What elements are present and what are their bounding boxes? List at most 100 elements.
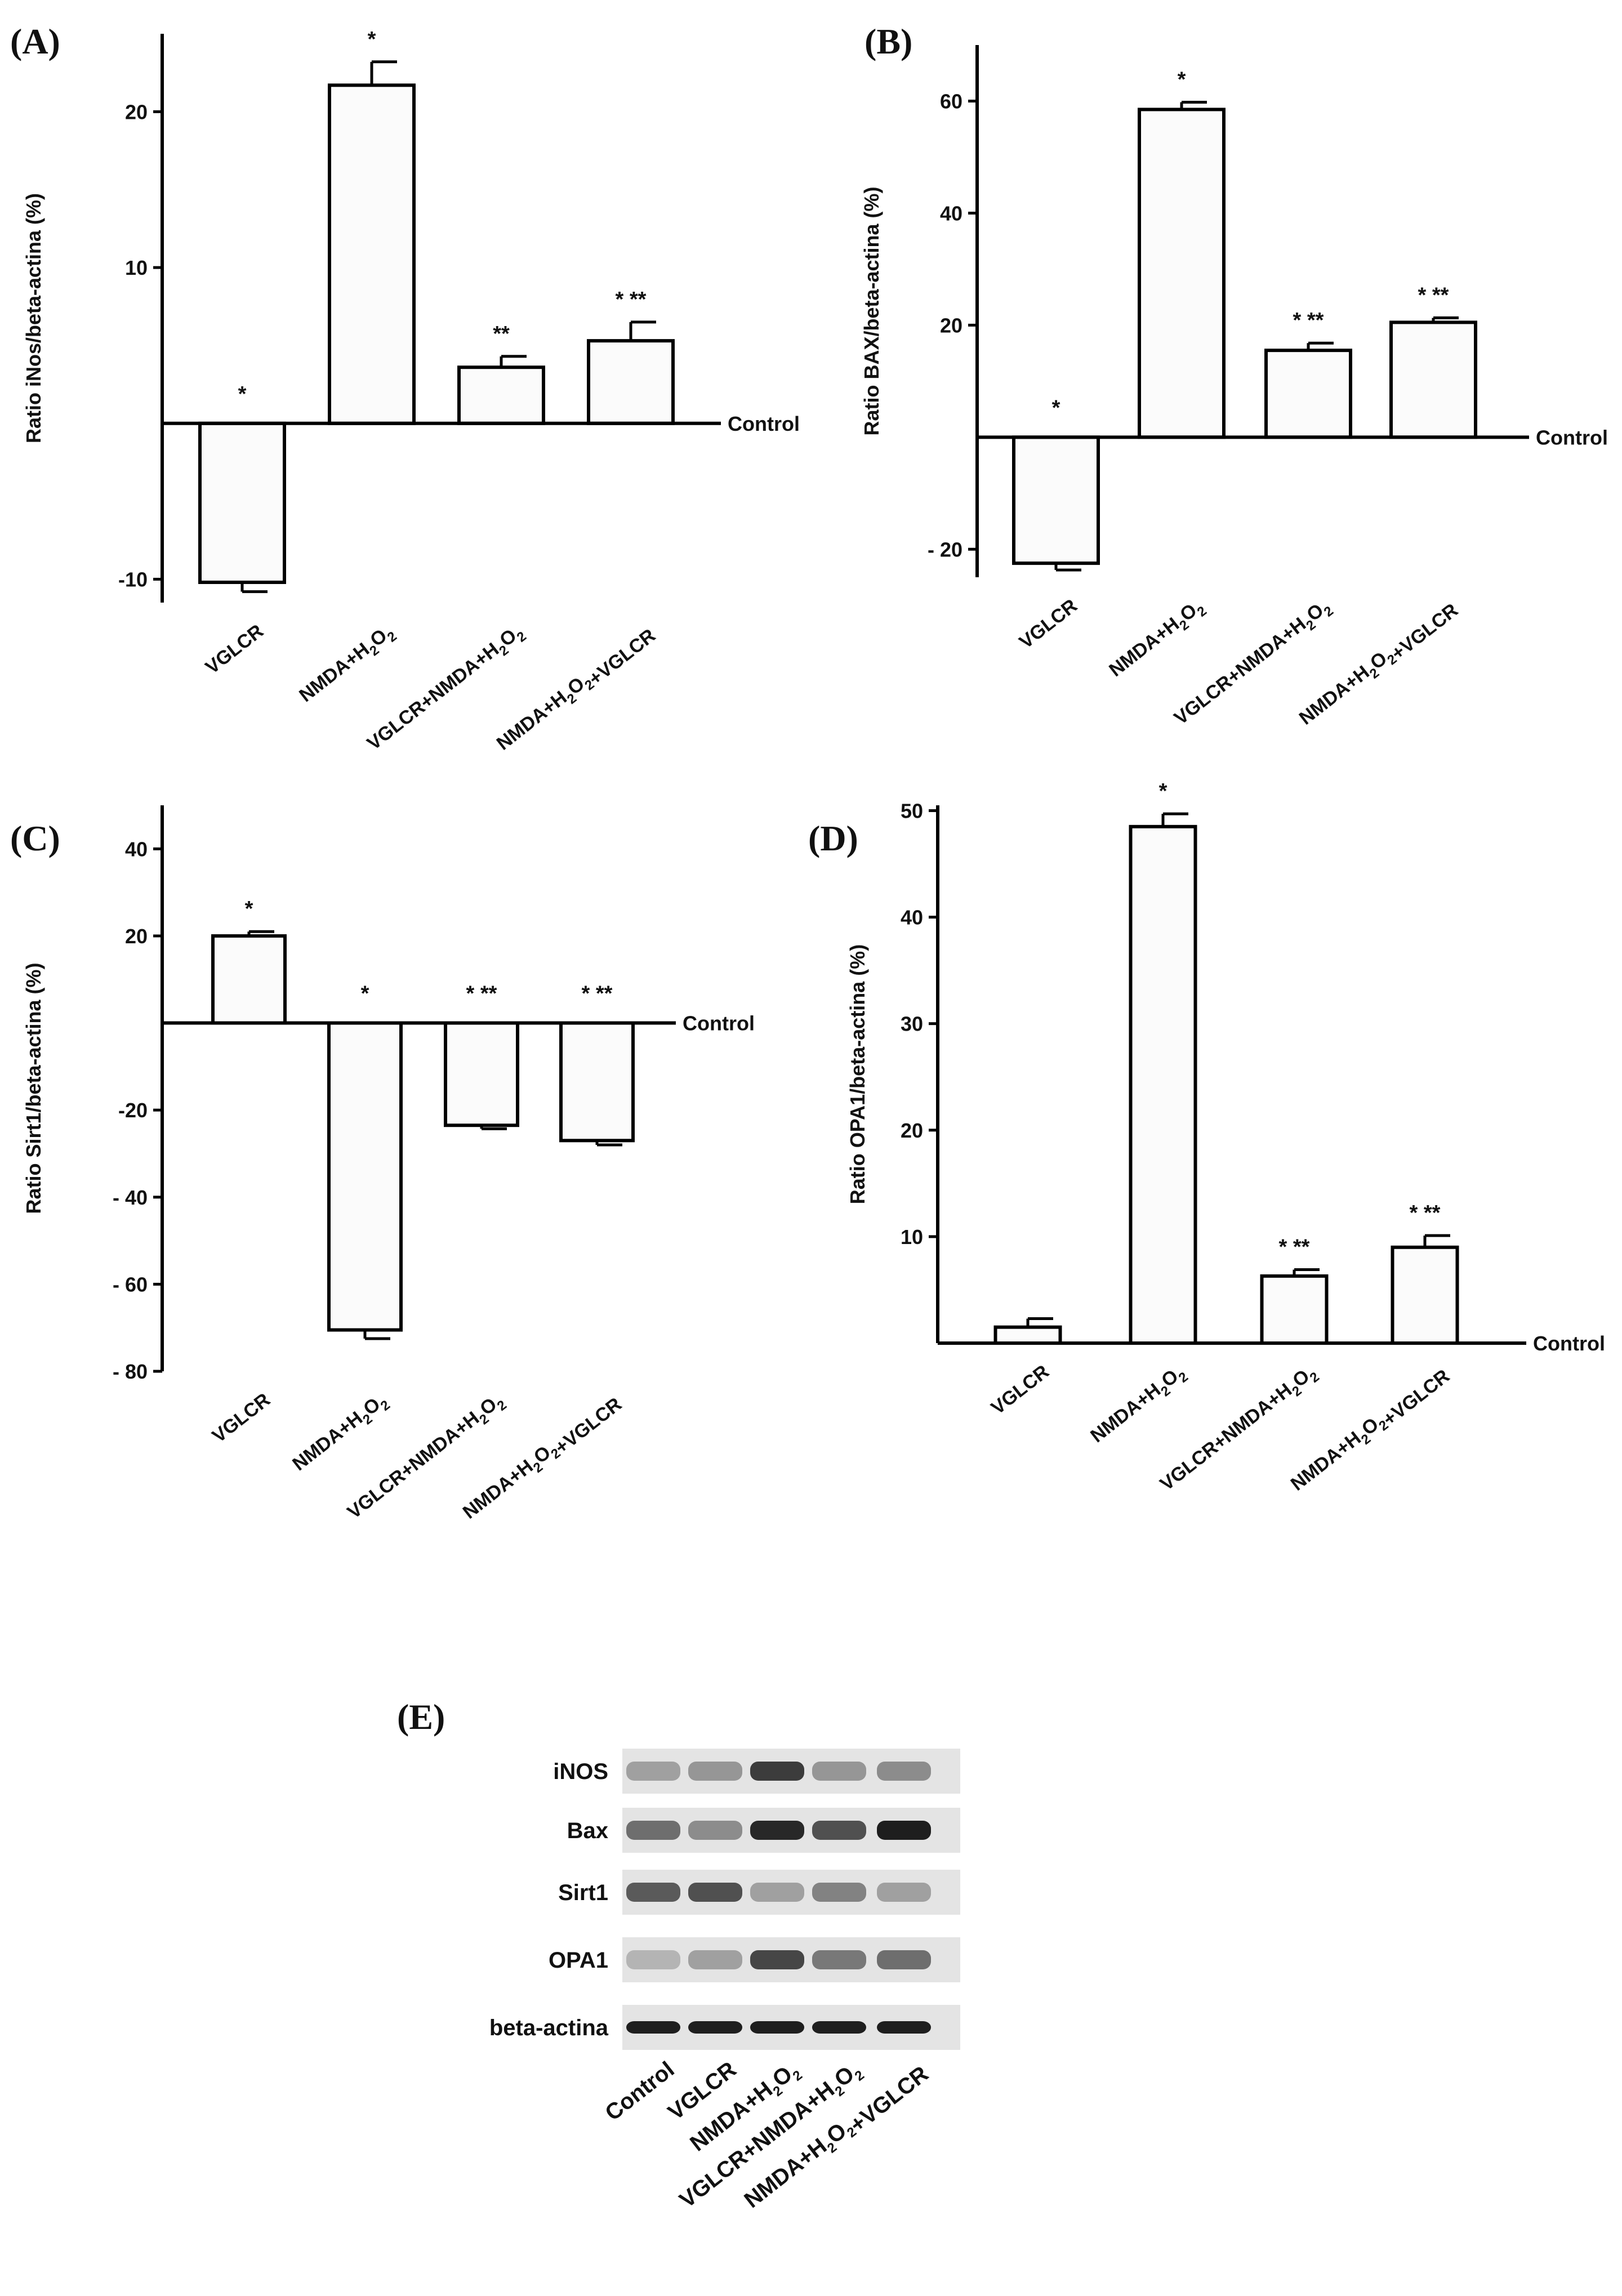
blot-band — [750, 2021, 804, 2034]
blot-band — [750, 1762, 804, 1781]
y-tick-label: - 40 — [113, 1186, 148, 1209]
bar — [328, 83, 416, 425]
bar — [198, 421, 286, 585]
panel-letter: (B) — [865, 21, 912, 61]
significance-marker: * — [1159, 779, 1168, 803]
blot-band — [812, 1883, 866, 1902]
significance-marker: * ** — [616, 288, 647, 311]
y-tick-label: 10 — [901, 1225, 923, 1249]
panel-letter: (D) — [808, 818, 858, 858]
panel-d: (D) * * ** * ** Control 50 40 30 20 10 Ratio OPA1/… — [808, 779, 1605, 1495]
x-tick-label: NMDA+H2O2 — [1086, 1361, 1191, 1450]
blot-band — [877, 1821, 931, 1840]
panel-c: (C) * * * ** * ** Control 40 20 -20 - 40 - 60 - 80 R… — [10, 805, 755, 1523]
y-axis-title: Ratio Sirt1/beta-actina (%) — [22, 962, 45, 1214]
panel-letter: (E) — [397, 1697, 445, 1737]
x-tick-label: VGLCR — [202, 620, 268, 678]
bar — [1012, 435, 1100, 565]
blot-row-label: Sirt1 — [558, 1880, 608, 1905]
blot-band — [688, 1762, 742, 1781]
blot-band — [812, 2021, 866, 2034]
bar — [559, 1021, 635, 1143]
y-axis-title: Ratio iNos/beta-actina (%) — [22, 193, 45, 443]
significance-marker: * ** — [1410, 1201, 1441, 1225]
significance-marker: * — [1178, 68, 1186, 91]
blot-row-label: beta-actina — [489, 2016, 609, 2040]
x-tick-label: NMDA+H2O2 — [288, 1389, 393, 1478]
panel-b: (B) * * * ** * ** Control 60 40 20 - 20 Ratio BAX/… — [860, 21, 1608, 729]
blot-band — [750, 1950, 804, 1969]
baseline-label: Control — [1536, 426, 1608, 449]
bar — [457, 365, 545, 425]
blot-band — [812, 1950, 866, 1969]
y-tick-label: 20 — [125, 100, 148, 123]
significance-marker: * ** — [1279, 1236, 1310, 1259]
x-tick-label: VGLCR — [208, 1389, 274, 1447]
significance-marker: * — [238, 382, 247, 406]
bar — [1260, 1274, 1329, 1345]
y-tick-label: 60 — [940, 90, 962, 113]
bar — [993, 1325, 1062, 1345]
blot-band — [750, 1883, 804, 1902]
significance-marker: * ** — [582, 982, 613, 1006]
bar — [1389, 320, 1477, 439]
y-tick-label: - 80 — [113, 1360, 148, 1383]
significance-marker: * — [361, 982, 369, 1006]
x-tick-label: NMDA+H2O2 — [1105, 595, 1210, 684]
significance-marker: * — [1052, 396, 1060, 420]
bar — [1264, 349, 1352, 439]
blot-band — [877, 2021, 931, 2034]
blot-band — [877, 1950, 931, 1969]
blot-band — [626, 1950, 680, 1969]
blot-band — [688, 1821, 742, 1840]
y-tick-label: 20 — [901, 1119, 923, 1142]
baseline-label: Control — [728, 412, 800, 435]
y-axis-title: Ratio OPA1/beta-actina (%) — [846, 944, 869, 1204]
significance-marker: * — [245, 897, 253, 921]
significance-marker: * — [368, 28, 376, 51]
blot-band — [688, 1883, 742, 1902]
y-axis-title: Ratio BAX/beta-actina (%) — [860, 186, 883, 435]
panel-e-blot: (E)iNOSBaxSirt1OPA1beta-actinaControlVGL… — [397, 1697, 960, 2213]
blot-lane-label: Control — [600, 2057, 679, 2125]
y-tick-label: - 60 — [113, 1273, 148, 1296]
blot-band — [812, 1821, 866, 1840]
y-tick-label: - 20 — [928, 538, 962, 561]
x-tick-label: NMDA+H2O2 — [295, 620, 400, 710]
bar — [327, 1021, 403, 1332]
blot-band — [626, 1762, 680, 1781]
blot-band — [812, 1762, 866, 1781]
y-tick-label: 20 — [940, 314, 962, 337]
bar — [587, 339, 675, 425]
blot-row-label: iNOS — [553, 1759, 608, 1784]
significance-marker: ** — [493, 322, 510, 346]
bar — [444, 1021, 519, 1127]
y-tick-label: 40 — [940, 202, 962, 225]
significance-marker: * ** — [1418, 283, 1449, 307]
bar — [1391, 1245, 1459, 1345]
blot-band — [688, 1950, 742, 1969]
blot-band — [626, 1883, 680, 1902]
panel-letter: (C) — [10, 818, 60, 858]
x-tick-label: VGLCR — [987, 1361, 1053, 1419]
baseline-label: Control — [683, 1012, 755, 1035]
bar — [1129, 824, 1197, 1345]
baseline-label: Control — [1533, 1332, 1605, 1355]
y-tick-label: 40 — [901, 906, 923, 929]
y-tick-label: -10 — [118, 568, 148, 591]
blot-band — [688, 2021, 742, 2034]
blot-band — [750, 1821, 804, 1840]
blot-row-label: Bax — [567, 1818, 608, 1843]
y-tick-label: 40 — [125, 837, 148, 861]
significance-marker: * ** — [466, 982, 497, 1006]
bar — [1138, 108, 1226, 439]
blot-row-label: OPA1 — [549, 1948, 608, 1973]
blot-band — [877, 1883, 931, 1902]
blot-band — [626, 2021, 680, 2034]
significance-marker: * ** — [1293, 309, 1324, 332]
blot-band — [877, 1762, 931, 1781]
y-tick-label: 20 — [125, 925, 148, 948]
bar — [211, 934, 287, 1025]
